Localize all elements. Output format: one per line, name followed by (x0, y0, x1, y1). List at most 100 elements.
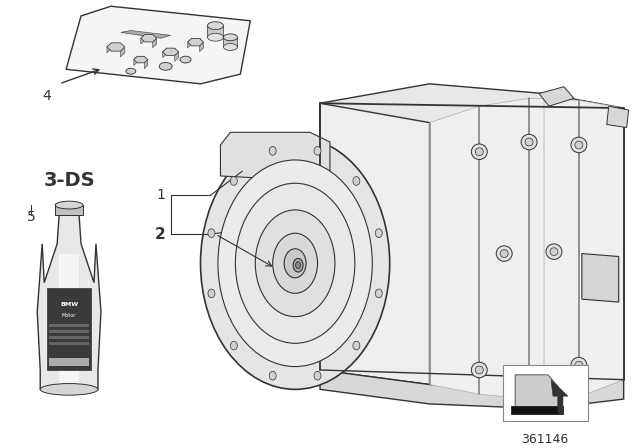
Ellipse shape (208, 229, 215, 237)
Text: 4: 4 (42, 89, 51, 103)
Polygon shape (582, 254, 619, 302)
Polygon shape (141, 34, 157, 42)
Polygon shape (529, 99, 544, 399)
Polygon shape (207, 26, 223, 37)
Polygon shape (59, 254, 79, 389)
Polygon shape (320, 84, 623, 147)
Ellipse shape (296, 262, 301, 269)
Ellipse shape (571, 137, 587, 153)
Polygon shape (37, 215, 101, 389)
Ellipse shape (314, 146, 321, 155)
Ellipse shape (575, 361, 583, 369)
Polygon shape (479, 99, 529, 399)
Ellipse shape (293, 258, 303, 272)
Ellipse shape (200, 137, 390, 389)
Ellipse shape (223, 34, 237, 41)
Polygon shape (544, 99, 579, 399)
Polygon shape (111, 43, 120, 49)
Polygon shape (191, 39, 200, 44)
Ellipse shape (525, 371, 533, 379)
Polygon shape (66, 6, 250, 84)
Ellipse shape (40, 383, 98, 395)
Polygon shape (200, 42, 204, 52)
Text: BMW: BMW (60, 302, 78, 307)
Ellipse shape (208, 289, 215, 298)
Polygon shape (539, 87, 574, 106)
Polygon shape (49, 324, 89, 327)
Polygon shape (138, 56, 144, 62)
Polygon shape (49, 330, 89, 333)
Polygon shape (429, 106, 479, 394)
Text: 1: 1 (157, 188, 166, 202)
Ellipse shape (476, 148, 483, 155)
Ellipse shape (55, 201, 83, 209)
Polygon shape (544, 108, 623, 389)
Polygon shape (175, 52, 179, 61)
Polygon shape (134, 56, 138, 65)
Ellipse shape (269, 146, 276, 155)
Ellipse shape (236, 183, 355, 343)
Polygon shape (145, 34, 153, 40)
Polygon shape (49, 358, 89, 366)
Polygon shape (188, 39, 204, 46)
Ellipse shape (269, 371, 276, 380)
Polygon shape (163, 48, 166, 58)
Ellipse shape (284, 249, 306, 278)
Text: 5: 5 (27, 210, 36, 224)
Polygon shape (141, 34, 145, 44)
Ellipse shape (180, 56, 191, 63)
Ellipse shape (353, 341, 360, 350)
Ellipse shape (314, 371, 321, 380)
Ellipse shape (230, 341, 237, 350)
Polygon shape (121, 30, 171, 38)
Text: 3-DS: 3-DS (44, 171, 95, 190)
Polygon shape (320, 103, 429, 384)
Ellipse shape (353, 177, 360, 185)
Ellipse shape (546, 244, 562, 259)
Ellipse shape (273, 233, 317, 293)
Text: 2: 2 (155, 227, 166, 241)
Ellipse shape (375, 289, 382, 298)
Polygon shape (223, 37, 237, 47)
Polygon shape (55, 205, 83, 215)
Ellipse shape (375, 229, 382, 237)
Text: Motor: Motor (62, 313, 76, 318)
Ellipse shape (571, 358, 587, 373)
Ellipse shape (471, 362, 487, 378)
Ellipse shape (575, 141, 583, 149)
Polygon shape (134, 56, 148, 63)
Bar (503, 365, 588, 422)
Polygon shape (579, 100, 623, 397)
Text: 361146: 361146 (522, 433, 569, 446)
Polygon shape (220, 132, 330, 181)
Polygon shape (107, 43, 125, 51)
Ellipse shape (207, 22, 223, 30)
Polygon shape (515, 375, 558, 409)
Ellipse shape (496, 246, 512, 261)
Polygon shape (107, 43, 111, 53)
Ellipse shape (525, 138, 533, 146)
Polygon shape (607, 106, 628, 128)
Ellipse shape (500, 250, 508, 258)
Ellipse shape (218, 160, 372, 366)
Polygon shape (49, 342, 89, 345)
Ellipse shape (207, 34, 223, 41)
Ellipse shape (126, 68, 136, 74)
Polygon shape (120, 47, 125, 57)
Ellipse shape (521, 134, 537, 150)
Ellipse shape (159, 62, 172, 70)
Ellipse shape (255, 210, 335, 317)
Ellipse shape (230, 177, 237, 185)
Polygon shape (163, 48, 179, 56)
Polygon shape (551, 379, 568, 414)
Polygon shape (320, 370, 623, 409)
Polygon shape (166, 48, 175, 54)
Polygon shape (188, 39, 191, 48)
Ellipse shape (223, 43, 237, 50)
Ellipse shape (471, 144, 487, 159)
Polygon shape (511, 406, 563, 414)
Polygon shape (47, 288, 91, 370)
Polygon shape (144, 60, 148, 69)
Ellipse shape (476, 366, 483, 374)
Ellipse shape (550, 248, 558, 255)
